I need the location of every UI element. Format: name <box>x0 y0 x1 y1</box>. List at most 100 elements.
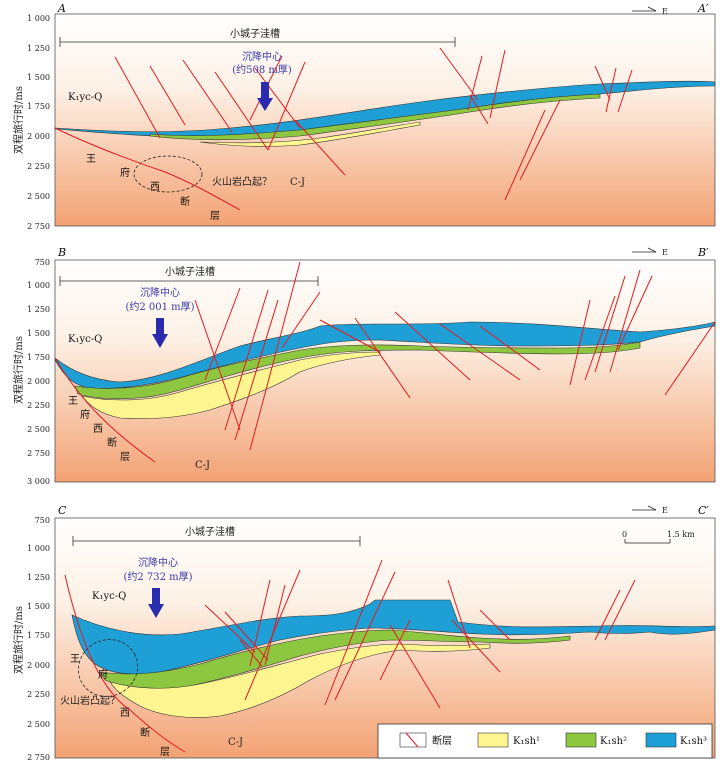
y-axis-label: 双程旅行时/ms <box>12 606 25 674</box>
svg-text:2 000: 2 000 <box>27 661 50 670</box>
volcanic-uplift-label: 火山岩凸起？ <box>212 175 272 188</box>
legend-swatch-k1sh3 <box>645 732 677 748</box>
fault-label-char: 王 <box>68 396 78 407</box>
svg-text:1 250: 1 250 <box>27 573 50 582</box>
svg-text:1 500: 1 500 <box>27 73 50 82</box>
layer-k1sh3 <box>71 599 716 675</box>
compass-label: E <box>662 506 668 515</box>
layer-k1sh1 <box>81 351 381 420</box>
fault-label-char: 府 <box>98 668 108 681</box>
legend-swatch-k1sh1 <box>477 732 509 748</box>
svg-text:2 500: 2 500 <box>27 192 50 201</box>
layer-k1sh3 <box>54 321 716 389</box>
fault-label-char: 西 <box>150 182 160 193</box>
fault-lines <box>54 261 716 463</box>
svg-text:2 750: 2 750 <box>27 753 50 762</box>
legend-label: 断层 <box>432 734 452 747</box>
depocenter-label: 沉降中心 <box>242 50 282 63</box>
depocenter-label: 沉降中心 <box>140 286 180 299</box>
fault-label-char: 王 <box>86 154 96 165</box>
volcanic-uplift-outline <box>133 155 203 193</box>
svg-text:1 000: 1 000 <box>27 14 50 23</box>
svg-text:2 750: 2 750 <box>27 449 50 458</box>
unit-top-label: K₁yc-Q <box>68 92 102 103</box>
compass-arrow-icon <box>632 505 657 511</box>
svg-text:1 000: 1 000 <box>27 544 50 553</box>
depocenter-arrow-icon <box>257 82 273 111</box>
svg-text:750: 750 <box>35 258 50 267</box>
fault-label-char: 断 <box>140 726 150 739</box>
svg-text:2 500: 2 500 <box>27 720 50 729</box>
depression-label: 小城子洼槽 <box>230 27 280 40</box>
svg-text:2 750: 2 750 <box>27 222 50 231</box>
depression-bar <box>59 37 456 47</box>
wangfu-west-fault <box>54 127 241 211</box>
basement-label: C-J <box>290 177 305 188</box>
depression-label: 小城子洼槽 <box>165 265 215 278</box>
basement-label: C-J <box>228 737 243 748</box>
depression-bar <box>72 536 361 546</box>
legend-swatch-k1sh2 <box>565 732 597 748</box>
fault-label-char: 层 <box>120 451 130 463</box>
panel-a-start-label: A <box>57 2 66 15</box>
depocenter-arrow-icon <box>148 588 164 618</box>
fault-label-char: 府 <box>120 166 130 179</box>
svg-text:1 000: 1 000 <box>27 281 50 290</box>
scale-bar-length: 1.5 km <box>667 530 695 539</box>
fault-label-char: 王 <box>70 654 80 665</box>
compass-arrow-icon <box>632 6 657 12</box>
scale-bar <box>624 539 671 544</box>
svg-text:2 000: 2 000 <box>27 132 50 141</box>
svg-text:2 250: 2 250 <box>27 162 50 171</box>
scale-bar-zero: 0 <box>622 530 627 539</box>
compass-label: E <box>662 248 668 257</box>
panel-b-start-label: B <box>57 246 66 259</box>
svg-text:1 250: 1 250 <box>27 44 50 53</box>
svg-text:750: 750 <box>35 516 50 525</box>
panel-c-start-label: C <box>58 504 67 517</box>
panel-b-end-label: B′ <box>697 246 709 259</box>
panel-b: B B′ E 750 1 000 1 250 1 500 1 750 2 000… <box>12 246 716 486</box>
svg-text:1 500: 1 500 <box>27 602 50 611</box>
compass-arrow-icon <box>632 247 657 253</box>
layer-k1sh1 <box>109 643 491 718</box>
svg-text:2 250: 2 250 <box>27 401 50 410</box>
depocenter-thickness: (约508 m厚) <box>232 63 292 76</box>
depression-label: 小城子洼槽 <box>185 525 235 538</box>
fault-label-char: 西 <box>120 708 130 719</box>
fault-label-char: 府 <box>80 408 90 421</box>
svg-text:3 000: 3 000 <box>27 477 50 486</box>
unit-top-label: K₁yc-Q <box>92 591 126 602</box>
panel-b-frame <box>54 259 716 483</box>
y-axis-ticks: 1 000 1 250 1 500 1 750 2 000 2 250 2 50… <box>27 14 50 231</box>
fault-label-char: 西 <box>93 424 103 435</box>
svg-text:1 750: 1 750 <box>27 353 50 362</box>
svg-text:1 500: 1 500 <box>27 329 50 338</box>
panel-a: A A′ E 1 000 1 250 1 500 1 750 2 000 2 2… <box>12 2 716 231</box>
volcanic-uplift-outline <box>78 639 138 697</box>
fault-label-char: 层 <box>160 746 170 758</box>
panel-a-end-label: A′ <box>697 2 709 15</box>
legend-label: K₁sh² <box>600 736 627 747</box>
fault-label-char: 断 <box>180 195 190 208</box>
compass-label: E <box>662 7 668 16</box>
y-axis-ticks: 750 1 000 1 250 1 500 1 750 2 000 2 250 … <box>27 258 50 486</box>
legend-fault-swatch <box>399 732 427 748</box>
depocenter-thickness: (约2 001 m厚) <box>125 300 194 313</box>
unit-top-label: K₁yc-Q <box>68 334 102 345</box>
y-axis-label: 双程旅行时/ms <box>12 86 25 154</box>
y-axis-ticks: 750 1 000 1 250 1 500 1 750 2 000 2 250 … <box>27 516 50 762</box>
depocenter-label: 沉降中心 <box>138 556 178 569</box>
fault-lines <box>64 559 636 753</box>
legend: 断层 K₁sh¹ K₁sh² K₁sh³ <box>377 723 713 759</box>
legend-label: K₁sh³ <box>680 736 707 747</box>
fault-label-char: 层 <box>210 210 220 222</box>
depression-bar <box>59 276 319 286</box>
legend-label: K₁sh¹ <box>513 736 540 747</box>
svg-text:2 500: 2 500 <box>27 425 50 434</box>
panel-c-end-label: C′ <box>698 504 709 517</box>
svg-text:1 750: 1 750 <box>27 631 50 640</box>
svg-text:2 000: 2 000 <box>27 377 50 386</box>
depocenter-arrow-icon <box>152 318 168 348</box>
